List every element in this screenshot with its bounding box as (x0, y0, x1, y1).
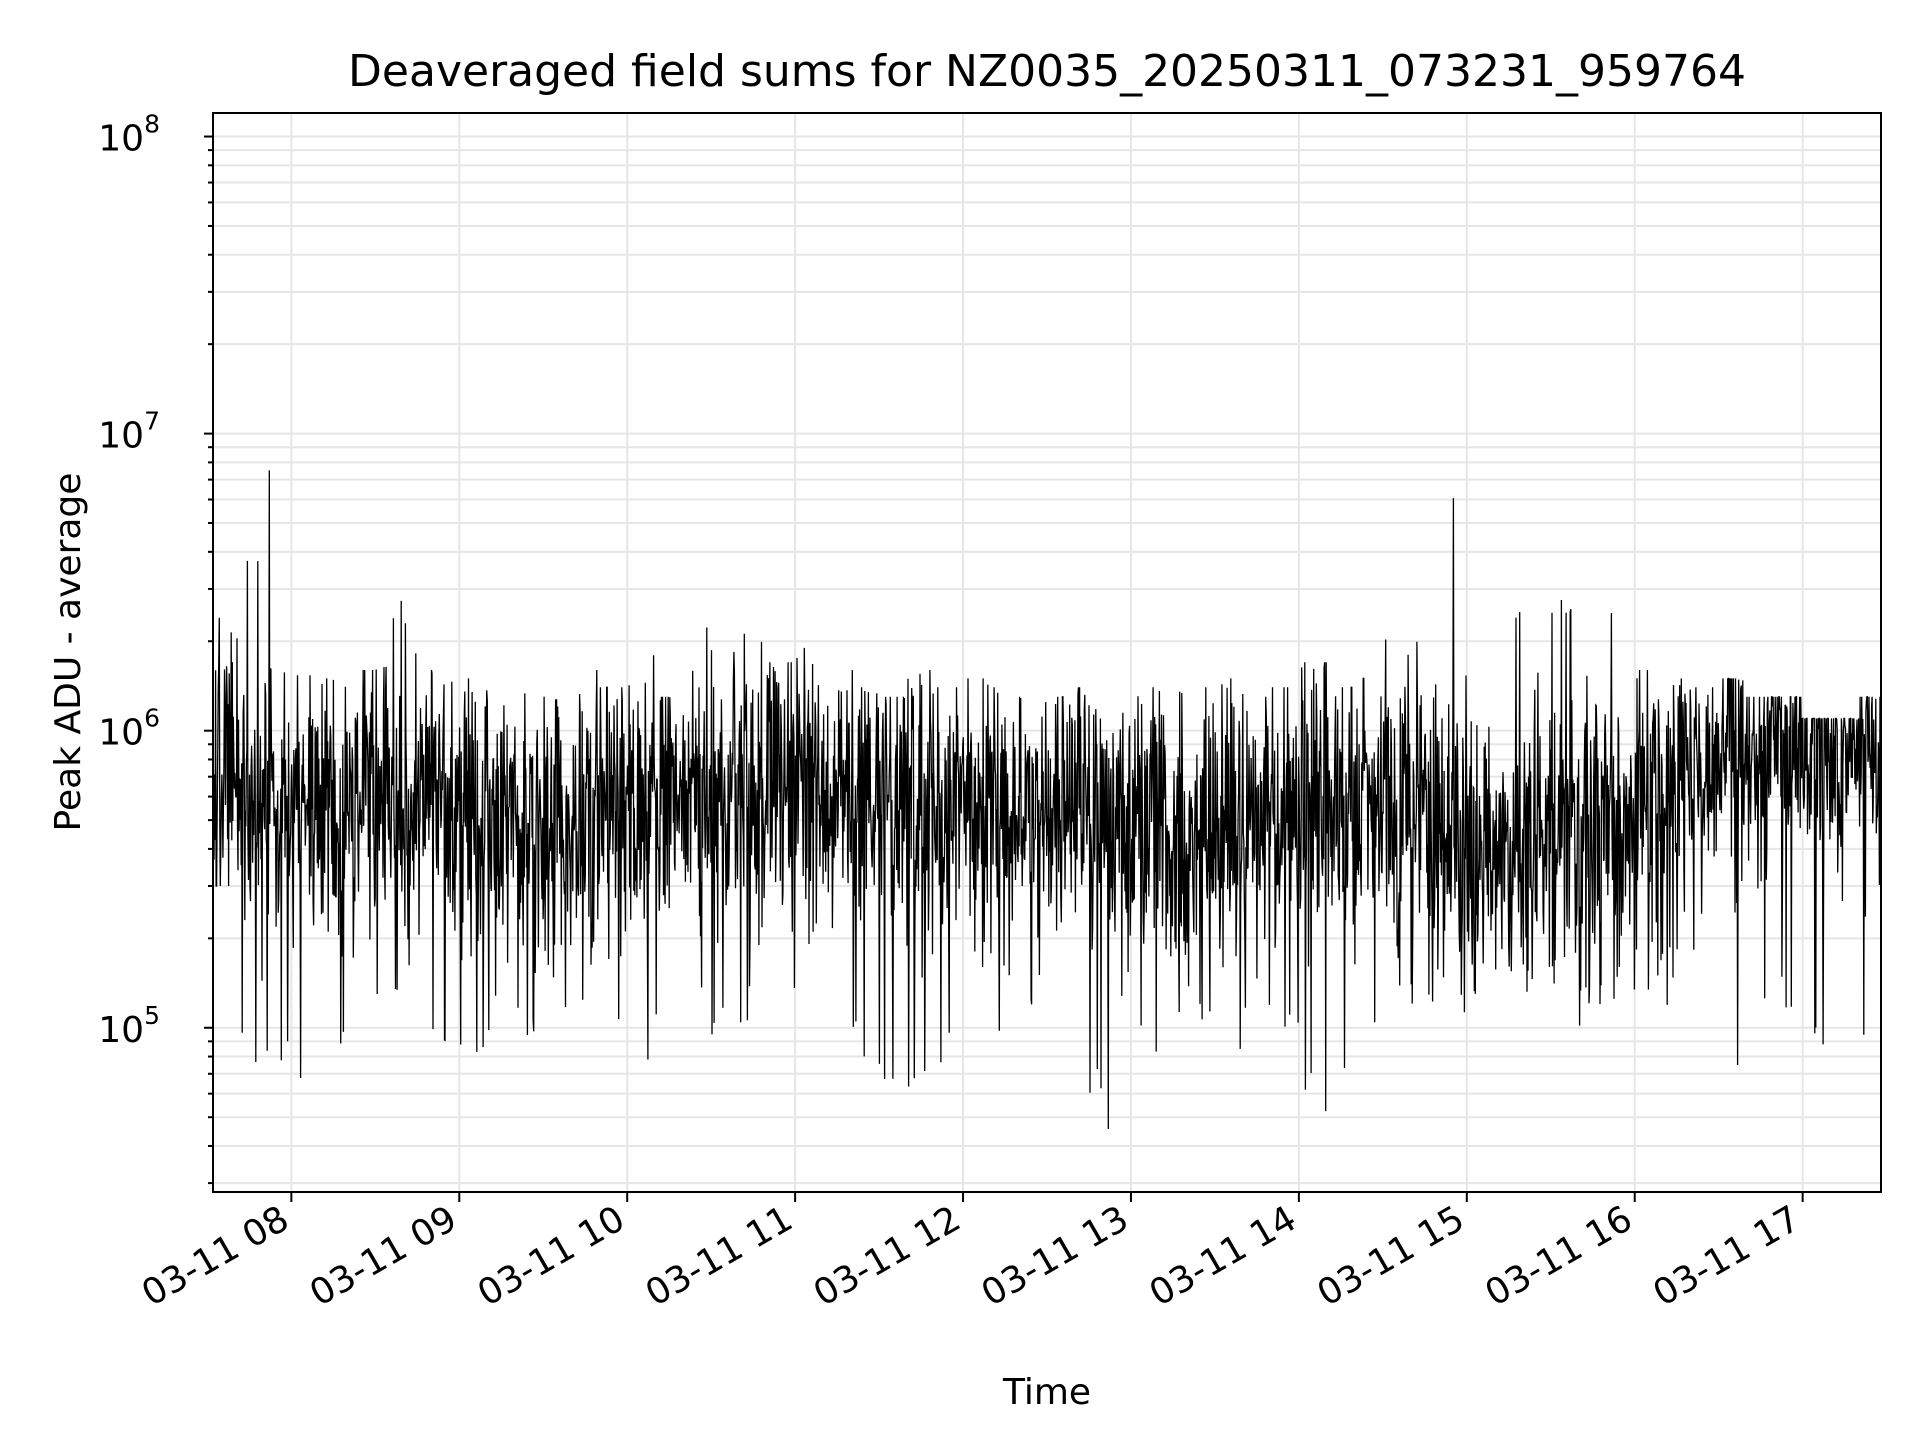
y-axis-label: Peak ADU - average (48, 473, 89, 832)
plot-frame (212, 112, 1882, 1193)
x-axis-label: Time (1002, 1372, 1091, 1413)
series-area (212, 470, 1882, 1130)
y-tick-label: 108 (98, 110, 160, 160)
y-tick-label: 107 (98, 407, 160, 457)
chart-title: Deaveraged field sums for NZ0035_2025031… (348, 46, 1746, 97)
series-line (212, 470, 1882, 1130)
y-tick-label: 106 (98, 704, 160, 754)
y-tick-label: 105 (98, 1001, 160, 1051)
